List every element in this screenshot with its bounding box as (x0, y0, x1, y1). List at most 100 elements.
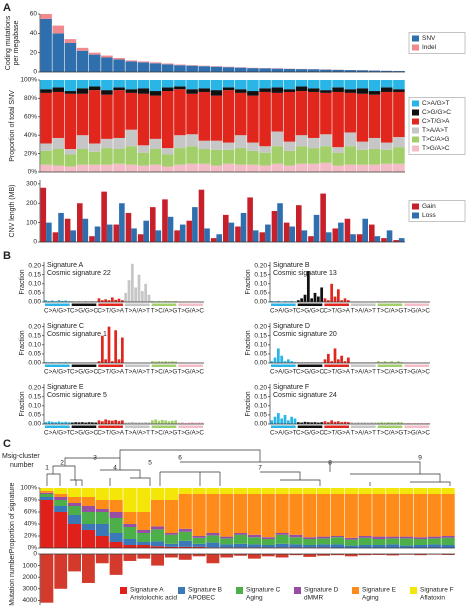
bar (276, 300, 280, 302)
bar (275, 554, 289, 558)
group-label: C>A/G>T (44, 430, 71, 437)
bar-segment (295, 86, 308, 92)
y-tick-label: 0.00 (28, 421, 41, 428)
legend-label: Aflatoxin (420, 595, 445, 602)
bar (194, 422, 198, 424)
bar-segment (150, 546, 165, 548)
bar (150, 420, 154, 424)
bar-segment (206, 533, 220, 536)
bar (157, 301, 161, 302)
bar-segment (206, 494, 220, 533)
bar (247, 197, 253, 242)
cluster-number: 5 (148, 460, 152, 467)
chart-title: Signature A (47, 262, 84, 269)
bar-segment (67, 524, 82, 548)
y-axis-label: Fraction (245, 391, 252, 416)
y-axis-label: Fraction (19, 391, 26, 416)
bar-segment (198, 88, 211, 92)
bar-segment (161, 63, 174, 65)
group-label: C>A/G>T (270, 308, 297, 315)
bar-segment (247, 164, 259, 172)
bar (117, 359, 121, 363)
bar-segment (386, 536, 400, 539)
bar (190, 422, 194, 424)
bar (200, 422, 204, 424)
bar (44, 362, 48, 363)
bar-segment (149, 80, 162, 92)
bar (270, 420, 274, 424)
bar-segment (149, 95, 162, 139)
bar-segment (316, 536, 331, 539)
bar (164, 361, 168, 363)
bar-segment (372, 494, 386, 537)
bar-segment (358, 545, 372, 548)
bar (270, 301, 274, 302)
bar (333, 348, 337, 363)
bar-segment (220, 488, 234, 494)
y-axis-label: Proportion of total SNV (9, 90, 16, 162)
bar-segment (123, 524, 137, 527)
bar (336, 421, 340, 424)
group-strip (297, 425, 323, 428)
bar (64, 362, 68, 363)
group-label: T>C/A>G (151, 369, 178, 376)
bar-segment (123, 527, 137, 539)
bar (70, 422, 74, 424)
bar (330, 361, 334, 363)
bar-segment (358, 488, 372, 494)
bar (336, 359, 340, 363)
bar (160, 301, 164, 302)
bar (283, 361, 287, 363)
y-tick-label: 0.00 (254, 421, 267, 428)
bar (87, 422, 91, 424)
bar-segment (220, 544, 234, 548)
bar (57, 362, 61, 363)
bar-segment (76, 88, 89, 94)
y-tick-label: 0.05 (254, 412, 267, 419)
bar-segment (247, 95, 259, 143)
bar (396, 361, 400, 363)
group-strip (377, 364, 403, 367)
bar-segment (380, 87, 393, 92)
chart-title: Cosmic signature 22 (47, 270, 111, 277)
bar-segment (316, 538, 331, 545)
bar-segment (372, 545, 386, 548)
bar-segment (52, 87, 65, 92)
bar-segment (380, 80, 393, 88)
bar-segment (222, 80, 235, 88)
dendrogram-title: number (10, 462, 34, 469)
bar (179, 224, 186, 242)
bar-segment (109, 518, 123, 533)
bar (366, 362, 370, 363)
chart-title: Signature D (273, 323, 310, 330)
bar-segment (368, 94, 381, 138)
bar-segment (316, 488, 331, 494)
bar (97, 361, 101, 363)
bar-segment (161, 154, 174, 167)
bar-segment (259, 68, 271, 72)
bar (94, 422, 98, 424)
bar (372, 554, 386, 555)
bar (160, 420, 164, 424)
bar (167, 361, 171, 363)
legend-swatch (178, 587, 185, 594)
bar (356, 422, 360, 424)
bar-segment (247, 80, 259, 92)
bar-segment (76, 80, 89, 89)
bar (380, 362, 384, 363)
bar (137, 234, 144, 242)
bar-segment (271, 68, 284, 72)
bar-segment (222, 87, 235, 91)
bar (57, 300, 61, 302)
bar (68, 554, 81, 572)
bar (248, 554, 261, 559)
bar (64, 218, 71, 242)
bar (192, 554, 206, 557)
bar (360, 422, 364, 424)
y-axis-label: Fraction (19, 330, 26, 355)
bar (100, 421, 104, 424)
legend-label: Aging (362, 595, 379, 602)
bar-segment (54, 494, 68, 497)
bar (313, 422, 317, 424)
legend-label: Signature D (304, 587, 339, 594)
